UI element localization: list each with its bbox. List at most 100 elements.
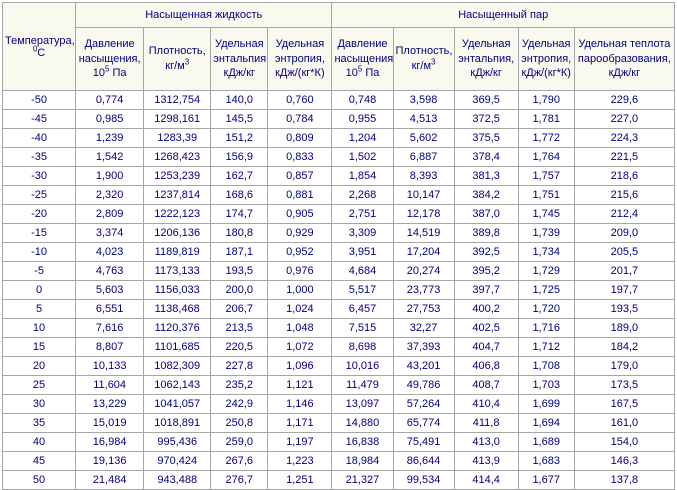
cell-value: 0,809 (267, 128, 333, 148)
cell-value: 0,955 (331, 109, 394, 129)
cell-value: 1,781 (517, 109, 575, 129)
table-row: 15 8,807 1101,685 220,5 1,072 8,698 37,393 404,… (1, 337, 676, 357)
cell-value: 1,171 (267, 413, 333, 433)
table-row: 50 21,484 943,488 276,7 1,251 21,327 99,534 414… (1, 470, 676, 490)
cell-value: 375,5 (453, 128, 519, 148)
cell-temperature: -25 (1, 185, 77, 205)
cell-value: 184,2 (573, 337, 676, 357)
cell-value: 4,513 (392, 109, 455, 129)
temperature-unit: 0С (33, 44, 45, 58)
density-unit: кг/м3 (165, 58, 189, 72)
group-header-row: Температура, 0С Насыщенная жидкость Насы… (1, 2, 675, 91)
table-row: 35 15,019 1018,891 250,8 1,171 14,880 65,774 41… (1, 413, 676, 433)
cell-value: 197,7 (573, 280, 676, 300)
cell-value: 0,760 (267, 90, 333, 110)
density-title: Плотность, (395, 45, 453, 58)
cell-value: 1222,123 (143, 204, 212, 224)
cell-value: 1,712 (517, 337, 575, 357)
cell-value: 174,7 (210, 204, 269, 224)
cell-temperature: -10 (1, 242, 77, 262)
cell-value: 995,436 (143, 432, 212, 452)
cell-temperature: 0 (1, 280, 77, 300)
cell-value: 75,491 (392, 432, 455, 452)
pressure-title: Давление насыщения, (334, 37, 394, 65)
density-title: Плотность, (148, 45, 206, 58)
cell-value: 137,8 (573, 470, 676, 490)
header-temperature: Температура, 0С (1, 2, 77, 91)
cell-value: 404,7 (453, 337, 519, 357)
cell-value: 6,887 (392, 147, 455, 167)
cell-value: 1,677 (517, 470, 575, 490)
cell-value: 267,6 (210, 451, 269, 471)
cell-value: 1283,39 (143, 128, 212, 148)
cell-value: 1,739 (517, 223, 575, 243)
density-base: кг/м (411, 60, 432, 72)
cell-value: 413,0 (453, 432, 519, 452)
cell-value: 37,393 (392, 337, 455, 357)
cell-value: 384,2 (453, 185, 519, 205)
cell-value: 13,229 (75, 394, 145, 414)
cell-value: 381,3 (453, 166, 519, 186)
cell-value: 14,519 (392, 223, 455, 243)
cell-value: 1101,685 (143, 337, 212, 357)
cell-value: 193,5 (210, 261, 269, 281)
cell-value: 372,5 (453, 109, 519, 129)
cell-value: 402,5 (453, 318, 519, 338)
cell-value: 0,952 (267, 242, 333, 262)
cell-value: 1,745 (517, 204, 575, 224)
cell-value: 6,457 (331, 299, 394, 319)
header-vapor-pressure: Давление насыщения, 105 Па (331, 27, 394, 91)
cell-value: 1253,239 (143, 166, 212, 186)
cell-temperature: 30 (1, 394, 77, 414)
cell-value: 4,023 (75, 242, 145, 262)
cell-value: 943,488 (143, 470, 212, 490)
cell-value: 1,725 (517, 280, 575, 300)
table-row: -15 3,374 1206,136 180,8 0,929 3,309 14,519 389… (1, 223, 676, 243)
cell-value: 215,6 (573, 185, 676, 205)
cell-value: 0,774 (75, 90, 145, 110)
cell-value: 7,616 (75, 318, 145, 338)
table-row: -20 2,809 1222,123 174,7 0,905 2,751 12,178 387… (1, 204, 676, 224)
cell-value: 406,8 (453, 356, 519, 376)
cell-value: 218,6 (573, 166, 676, 186)
cell-value: 235,2 (210, 375, 269, 395)
cell-value: 221,5 (573, 147, 676, 167)
cell-value: 413,9 (453, 451, 519, 471)
cell-value: 0,748 (331, 90, 394, 110)
cell-value: 3,309 (331, 223, 394, 243)
cell-temperature: 5 (1, 299, 77, 319)
cell-value: 11,604 (75, 375, 145, 395)
cell-value: 220,5 (210, 337, 269, 357)
cell-value: 17,204 (392, 242, 455, 262)
cell-temperature: 25 (1, 375, 77, 395)
cell-value: 5,603 (75, 280, 145, 300)
cell-value: 21,484 (75, 470, 145, 490)
table-row: -5 4,763 1173,133 193,5 0,976 4,684 20,274 395,… (1, 261, 676, 281)
cell-value: 154,0 (573, 432, 676, 452)
cell-value: 1,716 (517, 318, 575, 338)
cell-value: 389,8 (453, 223, 519, 243)
pressure-exponent: 5 (104, 64, 110, 74)
density-unit: кг/м3 (411, 58, 436, 72)
header-liquid-entropy: Удельная энтропия, кДж/(кг*К) (267, 27, 333, 91)
cell-value: 209,0 (573, 223, 676, 243)
cell-value: 8,393 (392, 166, 455, 186)
cell-value: 8,698 (331, 337, 394, 357)
cell-value: 32,27 (392, 318, 455, 338)
cell-value: 229,6 (573, 90, 676, 110)
cell-value: 14,880 (331, 413, 394, 433)
sub-header-row: Давление насыщения, 105 Па Плотность, кг… (3, 27, 676, 91)
header-group-vapor: Насыщенный пар (331, 2, 675, 28)
cell-value: 1,854 (331, 166, 394, 186)
cell-temperature: -20 (1, 204, 77, 224)
cell-temperature: -50 (1, 90, 77, 110)
cell-value: 0,833 (267, 147, 333, 167)
cell-value: 7,515 (331, 318, 394, 338)
cell-value: 187,1 (210, 242, 269, 262)
cell-temperature: 40 (1, 432, 77, 452)
table-row: 20 10,133 1082,309 227,8 1,096 10,016 43,201 40… (1, 356, 676, 376)
cell-value: 1,542 (75, 147, 145, 167)
table-row: -50 0,774 1312,754 140,0 0,760 0,748 3,598 369,… (1, 90, 676, 110)
cell-value: 86,644 (392, 451, 455, 471)
cell-value: 369,5 (453, 90, 519, 110)
